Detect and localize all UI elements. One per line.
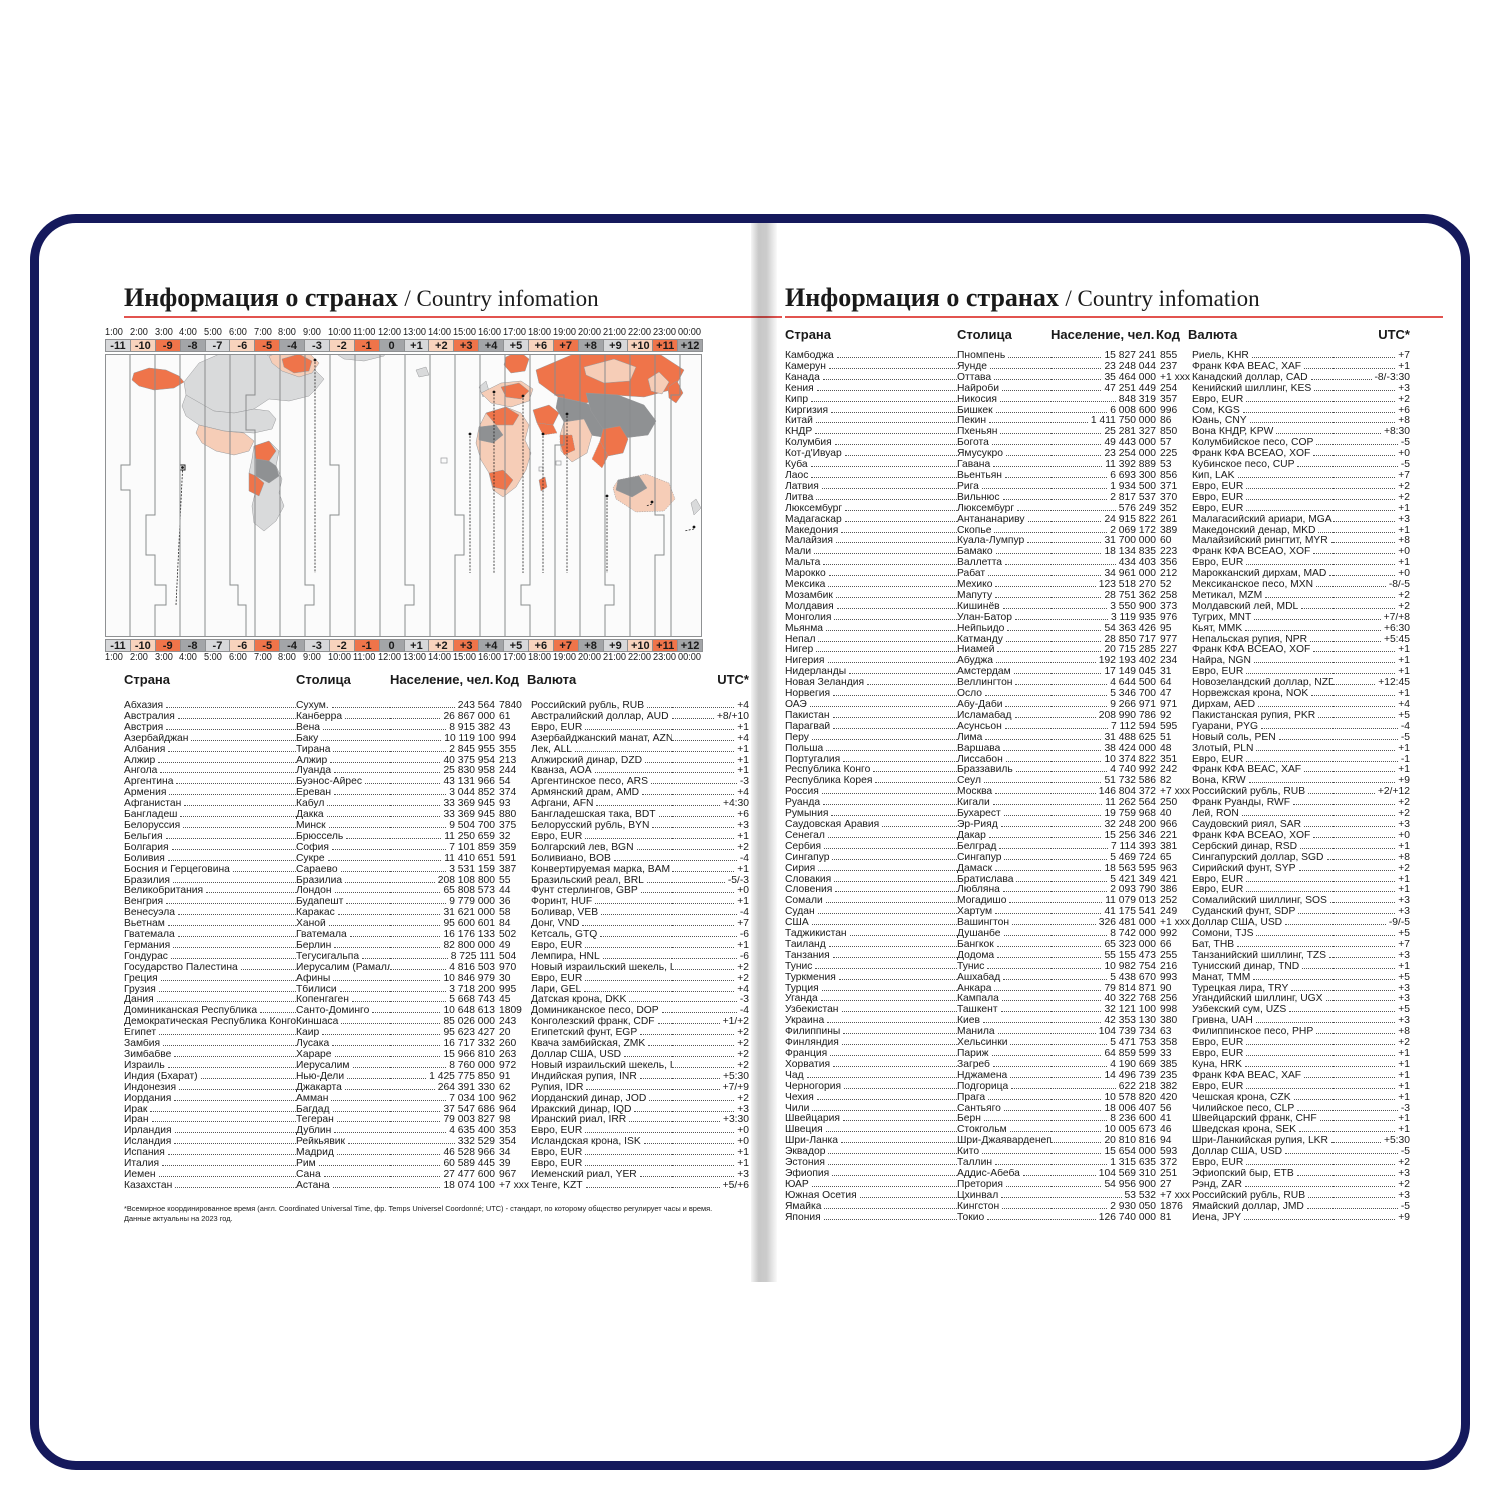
svg-text:+5:45: +5:45: [542, 636, 549, 637]
svg-text:-3:30: -3:30: [314, 636, 321, 637]
svg-text:+6:30: +6:30: [566, 636, 573, 637]
svg-text:-9:30: -9:30: [176, 636, 183, 637]
svg-text:+4:30: +4:30: [493, 636, 500, 637]
svg-text:+12:45: +12:45: [678, 636, 685, 637]
svg-text:+10:30: +10:30: [640, 636, 647, 637]
svg-text:+3:30: +3:30: [469, 636, 476, 637]
svg-text:+9:30: +9:30: [606, 636, 613, 637]
svg-text:+5:30: +5:30: [522, 636, 529, 637]
